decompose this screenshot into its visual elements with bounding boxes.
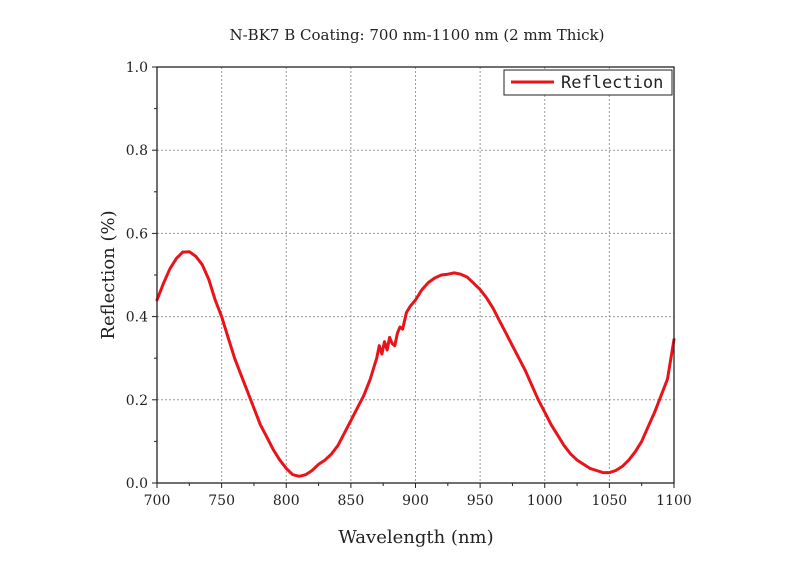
y-tick-label: 0.8 (126, 143, 148, 159)
y-axis-label: Reflection (%) (98, 210, 119, 339)
tick-labels-layer: 700 750 800 850 900 950 1000 1050 1100 0.0 0.2 0.4 0… (126, 60, 692, 509)
x-tick-label: 900 (402, 493, 429, 509)
y-tick-label: 0.2 (126, 393, 148, 409)
x-tick-label: 1050 (592, 493, 628, 509)
grid-layer (157, 67, 674, 483)
x-tick-label: 750 (208, 493, 235, 509)
x-tick-label: 800 (273, 493, 300, 509)
y-tick-label: 1.0 (126, 60, 148, 76)
x-axis-label: Wavelength (nm) (338, 527, 493, 548)
plot-frame (156, 66, 675, 484)
y-tick-label: 0.6 (126, 226, 148, 242)
series-layer (155, 250, 676, 478)
x-tick-label: 850 (338, 493, 365, 509)
y-tick-label: 0.4 (126, 310, 148, 326)
legend: Reflection (503, 69, 673, 96)
x-tick-label: 1100 (656, 493, 692, 509)
x-tick-label: 700 (144, 493, 171, 509)
chart-title: N-BK7 B Coating: 700 nm-1100 nm (2 mm Th… (229, 26, 604, 44)
x-tick-label: 950 (467, 493, 494, 509)
legend-label-reflection: Reflection (561, 73, 663, 93)
series-line-reflection (155, 250, 676, 478)
ticks-layer (152, 66, 675, 488)
x-tick-label: 1000 (527, 493, 563, 509)
y-tick-label: 0.0 (126, 476, 148, 492)
